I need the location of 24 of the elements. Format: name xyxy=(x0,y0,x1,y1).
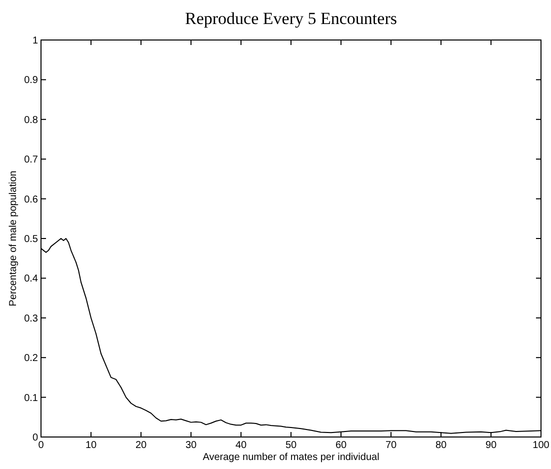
x-axis-title: Average number of mates per individual xyxy=(202,452,380,463)
x-tick-label: 60 xyxy=(335,440,347,451)
x-tick-label: 50 xyxy=(285,440,297,451)
y-tick-label: 0.3 xyxy=(24,313,38,324)
x-tick-label: 20 xyxy=(135,440,147,451)
y-tick-label: 1 xyxy=(32,36,38,46)
y-tick-label: 0.9 xyxy=(24,75,38,86)
x-tick-label: 30 xyxy=(185,440,197,451)
y-tick-label: 0.6 xyxy=(24,194,38,206)
chart-title: Reproduce Every 5 Encounters xyxy=(185,9,397,28)
y-tick-label: 0.2 xyxy=(24,353,38,364)
y-tick-label: 0.8 xyxy=(24,114,38,126)
x-tick-label: 40 xyxy=(235,440,247,451)
x-tick-label: 10 xyxy=(85,440,97,451)
y-tick-label: 0.4 xyxy=(24,274,38,285)
x-tick-label: 90 xyxy=(485,440,497,451)
y-tick-label: 0.7 xyxy=(24,154,38,166)
y-tick-label: 0.1 xyxy=(24,392,38,404)
x-tick-label: 100 xyxy=(532,440,550,451)
y-tick-label: 0.5 xyxy=(24,234,38,245)
x-tick-label: 80 xyxy=(435,440,447,451)
y-axis-title: Percentage of male population xyxy=(8,170,19,306)
x-tick-label: 70 xyxy=(385,440,397,451)
y-tick-label: 0 xyxy=(32,432,38,444)
